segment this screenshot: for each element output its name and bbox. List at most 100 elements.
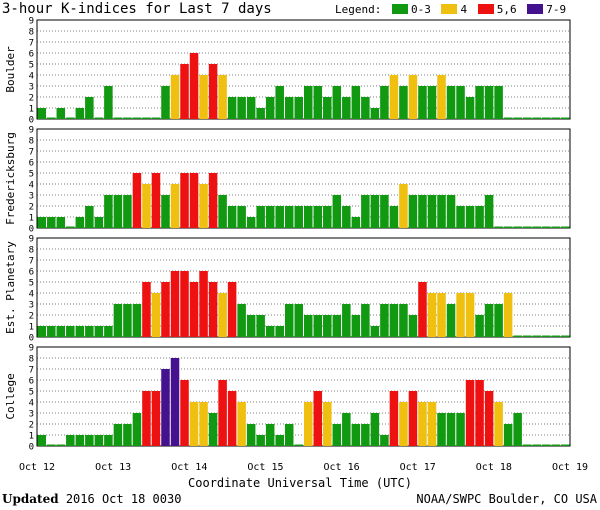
y-tick-label: 9 [29, 17, 34, 27]
y-tick-label: 0 [29, 334, 34, 344]
k-index-bar [246, 315, 256, 337]
y-tick-label: 0 [29, 225, 34, 235]
k-index-bar [104, 195, 113, 228]
k-index-bar [294, 304, 303, 337]
k-index-bar [275, 435, 284, 446]
k-index-bar [265, 424, 275, 446]
k-index-bar [313, 206, 323, 228]
y-tick-label: 9 [29, 126, 34, 136]
y-tick-label: 0 [29, 443, 34, 453]
k-index-bar [475, 315, 484, 337]
k-index-bar [256, 206, 265, 228]
k-index-bar [284, 97, 294, 119]
y-tick-label: 7 [29, 39, 34, 49]
k-index-bar [465, 380, 475, 446]
k-index-bar [475, 86, 484, 119]
y-tick-label: 5 [29, 388, 34, 398]
k-index-bar [437, 75, 446, 119]
y-tick-label: 5 [29, 61, 34, 71]
k-index-bar [237, 402, 246, 446]
k-index-bar [237, 206, 246, 228]
k-index-bar [94, 435, 104, 446]
y-tick-label: 4 [29, 181, 34, 191]
k-index-bar [342, 206, 351, 228]
k-index-bar [389, 304, 399, 337]
k-index-bar [75, 326, 85, 337]
k-index-bar [123, 195, 132, 228]
k-index-bar [427, 293, 437, 337]
k-index-bar [151, 391, 161, 446]
k-index-bar [503, 293, 513, 337]
legend-item-7-9: 7-9 [527, 3, 566, 16]
k-index-bar [494, 402, 503, 446]
k-index-bar [161, 369, 170, 446]
k-index-bar [342, 413, 351, 446]
k-index-bar [513, 335, 522, 337]
k-index-bar [323, 97, 332, 119]
k-index-bar [294, 206, 303, 228]
y-tick-label: 7 [29, 257, 34, 267]
k-index-bar [389, 75, 399, 119]
y-tick-label: 6 [29, 377, 34, 387]
k-index-bar [161, 195, 170, 228]
k-index-bar [560, 226, 570, 228]
k-index-bar [142, 184, 151, 228]
k-index-bar [275, 206, 284, 228]
k-index-bar [560, 335, 570, 337]
x-axis-title: Coordinate Universal Time (UTC) [188, 476, 412, 490]
k-index-bar [246, 424, 256, 446]
k-index-bar [332, 195, 342, 228]
legend-swatch [441, 4, 458, 14]
k-index-bar [380, 195, 389, 228]
x-tick-label: Oct 19 [552, 462, 588, 473]
k-index-bar [446, 195, 456, 228]
k-index-bar [465, 97, 475, 119]
k-index-bar [75, 108, 85, 119]
k-index-bar [113, 195, 123, 228]
legend-item-label: 4 [460, 3, 468, 16]
k-index-bar [532, 226, 541, 228]
k-index-bar [541, 117, 551, 119]
k-index-bar [313, 86, 323, 119]
y-tick-label: 1 [29, 323, 34, 333]
k-index-bar [475, 206, 484, 228]
k-index-bar [551, 444, 560, 446]
y-tick-label: 7 [29, 366, 34, 376]
k-index-bar [113, 117, 123, 119]
y-tick-label: 8 [29, 355, 34, 365]
k-index-bar [104, 435, 113, 446]
panel-label: Fredericksburg [4, 132, 17, 225]
k-index-bar [399, 184, 408, 228]
k-index-bar [408, 391, 418, 446]
k-index-bar [313, 315, 323, 337]
k-index-bar [389, 206, 399, 228]
k-index-bar [513, 413, 522, 446]
legend-label: Legend: [335, 3, 382, 16]
k-index-bar [541, 226, 551, 228]
k-index-bar [151, 117, 161, 119]
k-index-bar [208, 64, 218, 119]
y-tick-label: 6 [29, 159, 34, 169]
y-tick-label: 1 [29, 432, 34, 442]
k-index-bar [265, 326, 275, 337]
panel-label: Est. Planetary [4, 241, 17, 334]
k-index-bar [446, 86, 456, 119]
k-index-bar [56, 444, 66, 446]
k-index-bar [218, 195, 227, 228]
y-tick-label: 4 [29, 399, 34, 409]
k-index-bar [189, 282, 199, 337]
k-index-bar [380, 86, 389, 119]
k-index-bar [199, 75, 208, 119]
k-index-bar [465, 293, 475, 337]
x-tick-label: Oct 12 [19, 462, 55, 473]
legend-swatch [391, 4, 408, 14]
y-tick-label: 8 [29, 137, 34, 147]
k-index-bar [218, 293, 227, 337]
k-index-bar [37, 217, 47, 228]
k-index-bar [541, 444, 551, 446]
k-index-bar [218, 380, 227, 446]
k-index-bar [522, 226, 532, 228]
y-tick-label: 1 [29, 105, 34, 115]
k-index-bar [208, 173, 218, 228]
